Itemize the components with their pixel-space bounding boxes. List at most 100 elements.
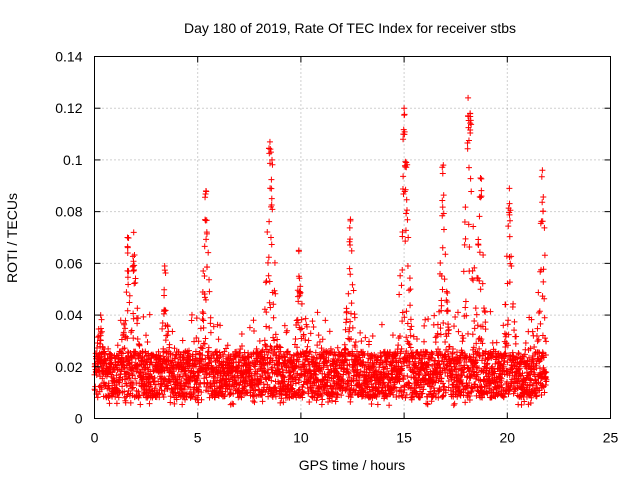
data-point — [106, 400, 113, 407]
data-point — [510, 300, 517, 307]
data-point — [537, 320, 544, 327]
data-point — [434, 330, 441, 337]
data-point — [467, 120, 474, 127]
data-point — [380, 366, 387, 373]
data-point — [136, 342, 143, 349]
data-point — [121, 376, 128, 383]
data-point — [450, 402, 457, 409]
data-point — [401, 105, 408, 112]
data-point — [438, 375, 445, 382]
x-tick-label: 5 — [194, 430, 202, 446]
data-point — [201, 243, 208, 250]
data-point — [247, 360, 254, 367]
data-point — [359, 348, 366, 355]
data-point — [475, 242, 482, 249]
data-point — [360, 358, 367, 365]
data-point — [125, 281, 132, 288]
data-point — [437, 364, 444, 371]
data-point — [129, 253, 136, 260]
data-point — [171, 400, 178, 407]
data-point — [96, 340, 103, 347]
data-point — [397, 348, 404, 355]
data-point — [325, 366, 332, 373]
data-point — [230, 390, 237, 397]
data-point — [318, 345, 325, 352]
data-point — [176, 374, 183, 381]
data-point — [144, 338, 151, 345]
data-point — [298, 325, 305, 332]
data-point — [451, 400, 458, 407]
data-point — [348, 335, 355, 342]
data-point — [348, 300, 355, 307]
data-point — [429, 350, 436, 357]
data-point — [349, 281, 356, 288]
data-point — [206, 288, 213, 295]
data-point — [314, 342, 321, 349]
data-point — [438, 302, 445, 309]
data-point — [477, 286, 484, 293]
data-point — [476, 249, 483, 256]
data-point — [265, 272, 272, 279]
data-point — [402, 158, 409, 165]
data-point — [124, 267, 131, 274]
data-point — [167, 393, 174, 400]
data-point — [142, 382, 149, 389]
data-point — [342, 387, 349, 394]
data-point — [316, 338, 323, 345]
data-point — [305, 337, 312, 344]
y-tick-label: 0 — [75, 411, 83, 427]
data-point — [195, 338, 202, 345]
data-point — [402, 394, 409, 401]
data-point — [467, 126, 474, 133]
data-point — [192, 348, 199, 355]
data-point — [509, 349, 516, 356]
data-point — [131, 266, 138, 273]
data-point — [469, 267, 476, 274]
data-point — [424, 401, 431, 408]
data-point — [403, 210, 410, 217]
data-point — [295, 379, 302, 386]
data-point — [386, 402, 393, 409]
data-point — [467, 117, 474, 124]
data-point — [342, 356, 349, 363]
data-point — [316, 360, 323, 367]
data-point — [398, 282, 405, 289]
data-point — [425, 361, 432, 368]
data-point — [187, 378, 194, 385]
data-point — [329, 397, 336, 404]
data-point — [406, 358, 413, 365]
data-point — [324, 385, 331, 392]
data-point — [406, 380, 413, 387]
data-point — [539, 167, 546, 174]
data-point — [542, 382, 549, 389]
data-point — [458, 376, 465, 383]
data-point — [470, 223, 477, 230]
data-point — [487, 308, 494, 315]
data-point — [357, 329, 364, 336]
data-point — [451, 323, 458, 330]
data-point — [505, 331, 512, 338]
data-point — [304, 343, 311, 350]
data-point — [470, 277, 477, 284]
data-point — [343, 308, 350, 315]
data-point — [392, 384, 399, 391]
data-point — [527, 345, 534, 352]
data-point — [434, 321, 441, 328]
data-point — [482, 319, 489, 326]
data-point — [230, 401, 237, 408]
data-point — [541, 224, 548, 231]
data-point — [404, 373, 411, 380]
data-point — [511, 327, 518, 334]
data-point — [374, 401, 381, 408]
data-point — [184, 390, 191, 397]
data-point — [315, 332, 322, 339]
data-point — [266, 138, 273, 145]
data-point — [292, 363, 299, 370]
data-point — [535, 289, 542, 296]
data-point — [246, 324, 253, 331]
data-point — [478, 357, 485, 364]
data-point — [441, 383, 448, 390]
data-point — [199, 309, 206, 316]
data-point — [156, 390, 163, 397]
data-point — [346, 224, 353, 231]
